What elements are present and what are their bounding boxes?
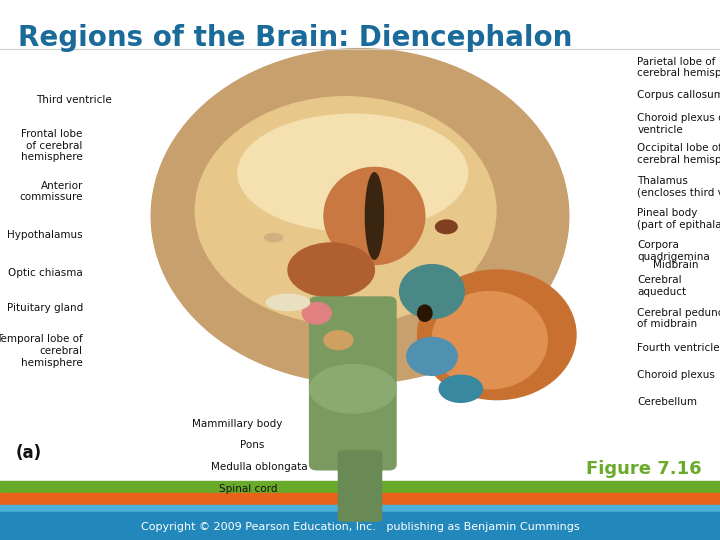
FancyBboxPatch shape [338, 451, 382, 521]
Text: Regions of the Brain: Diencephalon: Regions of the Brain: Diencephalon [18, 24, 572, 52]
Text: Pineal body
(part of epithalamus): Pineal body (part of epithalamus) [637, 208, 720, 230]
Text: Parietal lobe of
cerebral hemisphere: Parietal lobe of cerebral hemisphere [637, 57, 720, 78]
Text: Pituitary gland: Pituitary gland [6, 303, 83, 313]
Text: Occipital lobe of
cerebral hemisphere: Occipital lobe of cerebral hemisphere [637, 143, 720, 165]
Ellipse shape [324, 330, 353, 350]
Ellipse shape [265, 233, 283, 241]
Text: Choroid plexus of third
ventricle: Choroid plexus of third ventricle [637, 113, 720, 135]
Text: Mammillary body: Mammillary body [192, 419, 283, 429]
FancyBboxPatch shape [310, 297, 396, 470]
Text: Optic chiasma: Optic chiasma [8, 268, 83, 278]
Bar [0, 493, 720, 505]
Ellipse shape [432, 292, 547, 389]
Text: Figure 7.16: Figure 7.16 [586, 460, 702, 478]
Ellipse shape [266, 294, 310, 310]
Bar [0, 505, 720, 513]
Text: Midbrain: Midbrain [653, 260, 698, 269]
Text: Spinal cord: Spinal cord [219, 484, 278, 494]
Ellipse shape [407, 338, 457, 375]
Text: Corpora
quadrigemina: Corpora quadrigemina [637, 240, 710, 262]
Text: Copyright © 2009 Pearson Education, Inc.   publishing as Benjamin Cummings: Copyright © 2009 Pearson Education, Inc.… [140, 522, 580, 531]
Text: Fourth ventricle: Fourth ventricle [637, 343, 720, 353]
Ellipse shape [439, 375, 482, 402]
Ellipse shape [366, 173, 384, 259]
Text: Cerebral peduncle
of midbrain: Cerebral peduncle of midbrain [637, 308, 720, 329]
Text: Anterior
commissure: Anterior commissure [19, 181, 83, 202]
Ellipse shape [238, 114, 468, 231]
Ellipse shape [302, 302, 331, 324]
Ellipse shape [288, 243, 374, 297]
Ellipse shape [151, 49, 569, 383]
Text: Third ventricle: Third ventricle [36, 95, 112, 105]
Text: Corpus callosum: Corpus callosum [637, 90, 720, 99]
Text: Frontal lobe
of cerebral
hemisphere: Frontal lobe of cerebral hemisphere [21, 129, 83, 163]
Ellipse shape [324, 167, 425, 265]
Text: Cerebellum: Cerebellum [637, 397, 697, 407]
Ellipse shape [436, 220, 457, 233]
Bar [0, 481, 720, 492]
Ellipse shape [400, 265, 464, 319]
Text: Medulla oblongata: Medulla oblongata [211, 462, 307, 472]
Ellipse shape [418, 270, 576, 400]
Text: (a): (a) [16, 444, 42, 462]
Ellipse shape [195, 97, 496, 325]
Ellipse shape [418, 305, 432, 321]
Ellipse shape [310, 364, 396, 413]
Bar [0, 512, 720, 540]
Text: Cerebral
aqueduct: Cerebral aqueduct [637, 275, 686, 297]
Text: Choroid plexus: Choroid plexus [637, 370, 715, 380]
Text: Hypothalamus: Hypothalamus [7, 230, 83, 240]
Text: Temporal lobe of
cerebral
hemisphere: Temporal lobe of cerebral hemisphere [0, 334, 83, 368]
Text: Pons: Pons [240, 441, 264, 450]
Text: Thalamus
(encloses third ventricle): Thalamus (encloses third ventricle) [637, 176, 720, 197]
